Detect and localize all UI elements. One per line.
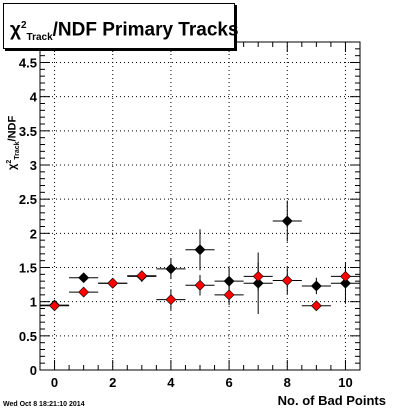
y-tick-label: 4	[30, 90, 38, 105]
y-tick-label: 0.5	[19, 329, 37, 344]
data-point-marker	[194, 244, 206, 256]
x-tick-label: 4	[167, 375, 175, 390]
data-point-marker	[281, 275, 293, 286]
y-axis-label-sub: Track	[13, 141, 21, 160]
chart-title-prefix: χ	[10, 19, 21, 41]
title-box: χ2Track/NDF Primary Tracks	[3, 3, 239, 49]
data-point-marker	[252, 270, 264, 282]
y-tick-label: 2.5	[19, 192, 37, 207]
data-point-marker	[49, 300, 60, 312]
data-point-marker	[78, 286, 90, 298]
y-axis-label-suffix: /NDF	[6, 115, 19, 142]
timestamp: Wed Oct 8 18:21:10 2014	[3, 401, 85, 408]
data-point-marker	[165, 294, 177, 306]
y-axis-label: χ2Track/NDF	[6, 116, 21, 170]
data-point-marker	[223, 289, 235, 301]
plot-frame	[39, 41, 361, 371]
x-tick-label: 10	[338, 375, 352, 390]
chart-title-suffix: /NDF Primary Tracks	[52, 19, 239, 41]
data-point-marker	[310, 280, 322, 292]
y-tick-label: 3.5	[19, 124, 37, 139]
y-tick-label: 4.5	[19, 56, 37, 71]
y-tick-label: 0	[30, 363, 37, 378]
y-axis-label-prefix: χ	[6, 163, 19, 170]
data-point-marker	[165, 263, 177, 275]
x-tick-label: 6	[225, 375, 232, 390]
data-point-marker	[310, 300, 322, 312]
chart-title: χ2Track/NDF Primary Tracks	[10, 8, 239, 56]
y-tick-label: 2	[30, 226, 37, 241]
y-axis-label-sup: 2	[6, 159, 13, 164]
data-point-marker	[194, 279, 206, 291]
data-point-marker	[340, 270, 351, 282]
y-tick-label: 1.5	[19, 261, 37, 276]
data-point-marker	[78, 272, 90, 284]
y-tick-label: 1	[30, 295, 37, 310]
data-point-marker	[281, 215, 293, 227]
x-tick-label: 2	[109, 375, 116, 390]
x-axis-label: No. of Bad Points	[277, 393, 386, 408]
chart-title-sup: 2	[20, 20, 27, 31]
data-point-marker	[136, 270, 148, 282]
data-point-marker	[107, 277, 119, 289]
axis-tick-labels: 0 2 4 6 8 10 0 0.5 1 1.5 2 2.5 3 3.5 4 4.5	[19, 56, 353, 391]
chart-title-sub: Track	[26, 32, 53, 44]
data-points	[40, 200, 360, 314]
x-tick-label: 0	[51, 375, 58, 390]
series-1	[40, 262, 360, 312]
x-tick-label: 8	[284, 375, 291, 390]
y-tick-label: 3	[30, 158, 37, 173]
